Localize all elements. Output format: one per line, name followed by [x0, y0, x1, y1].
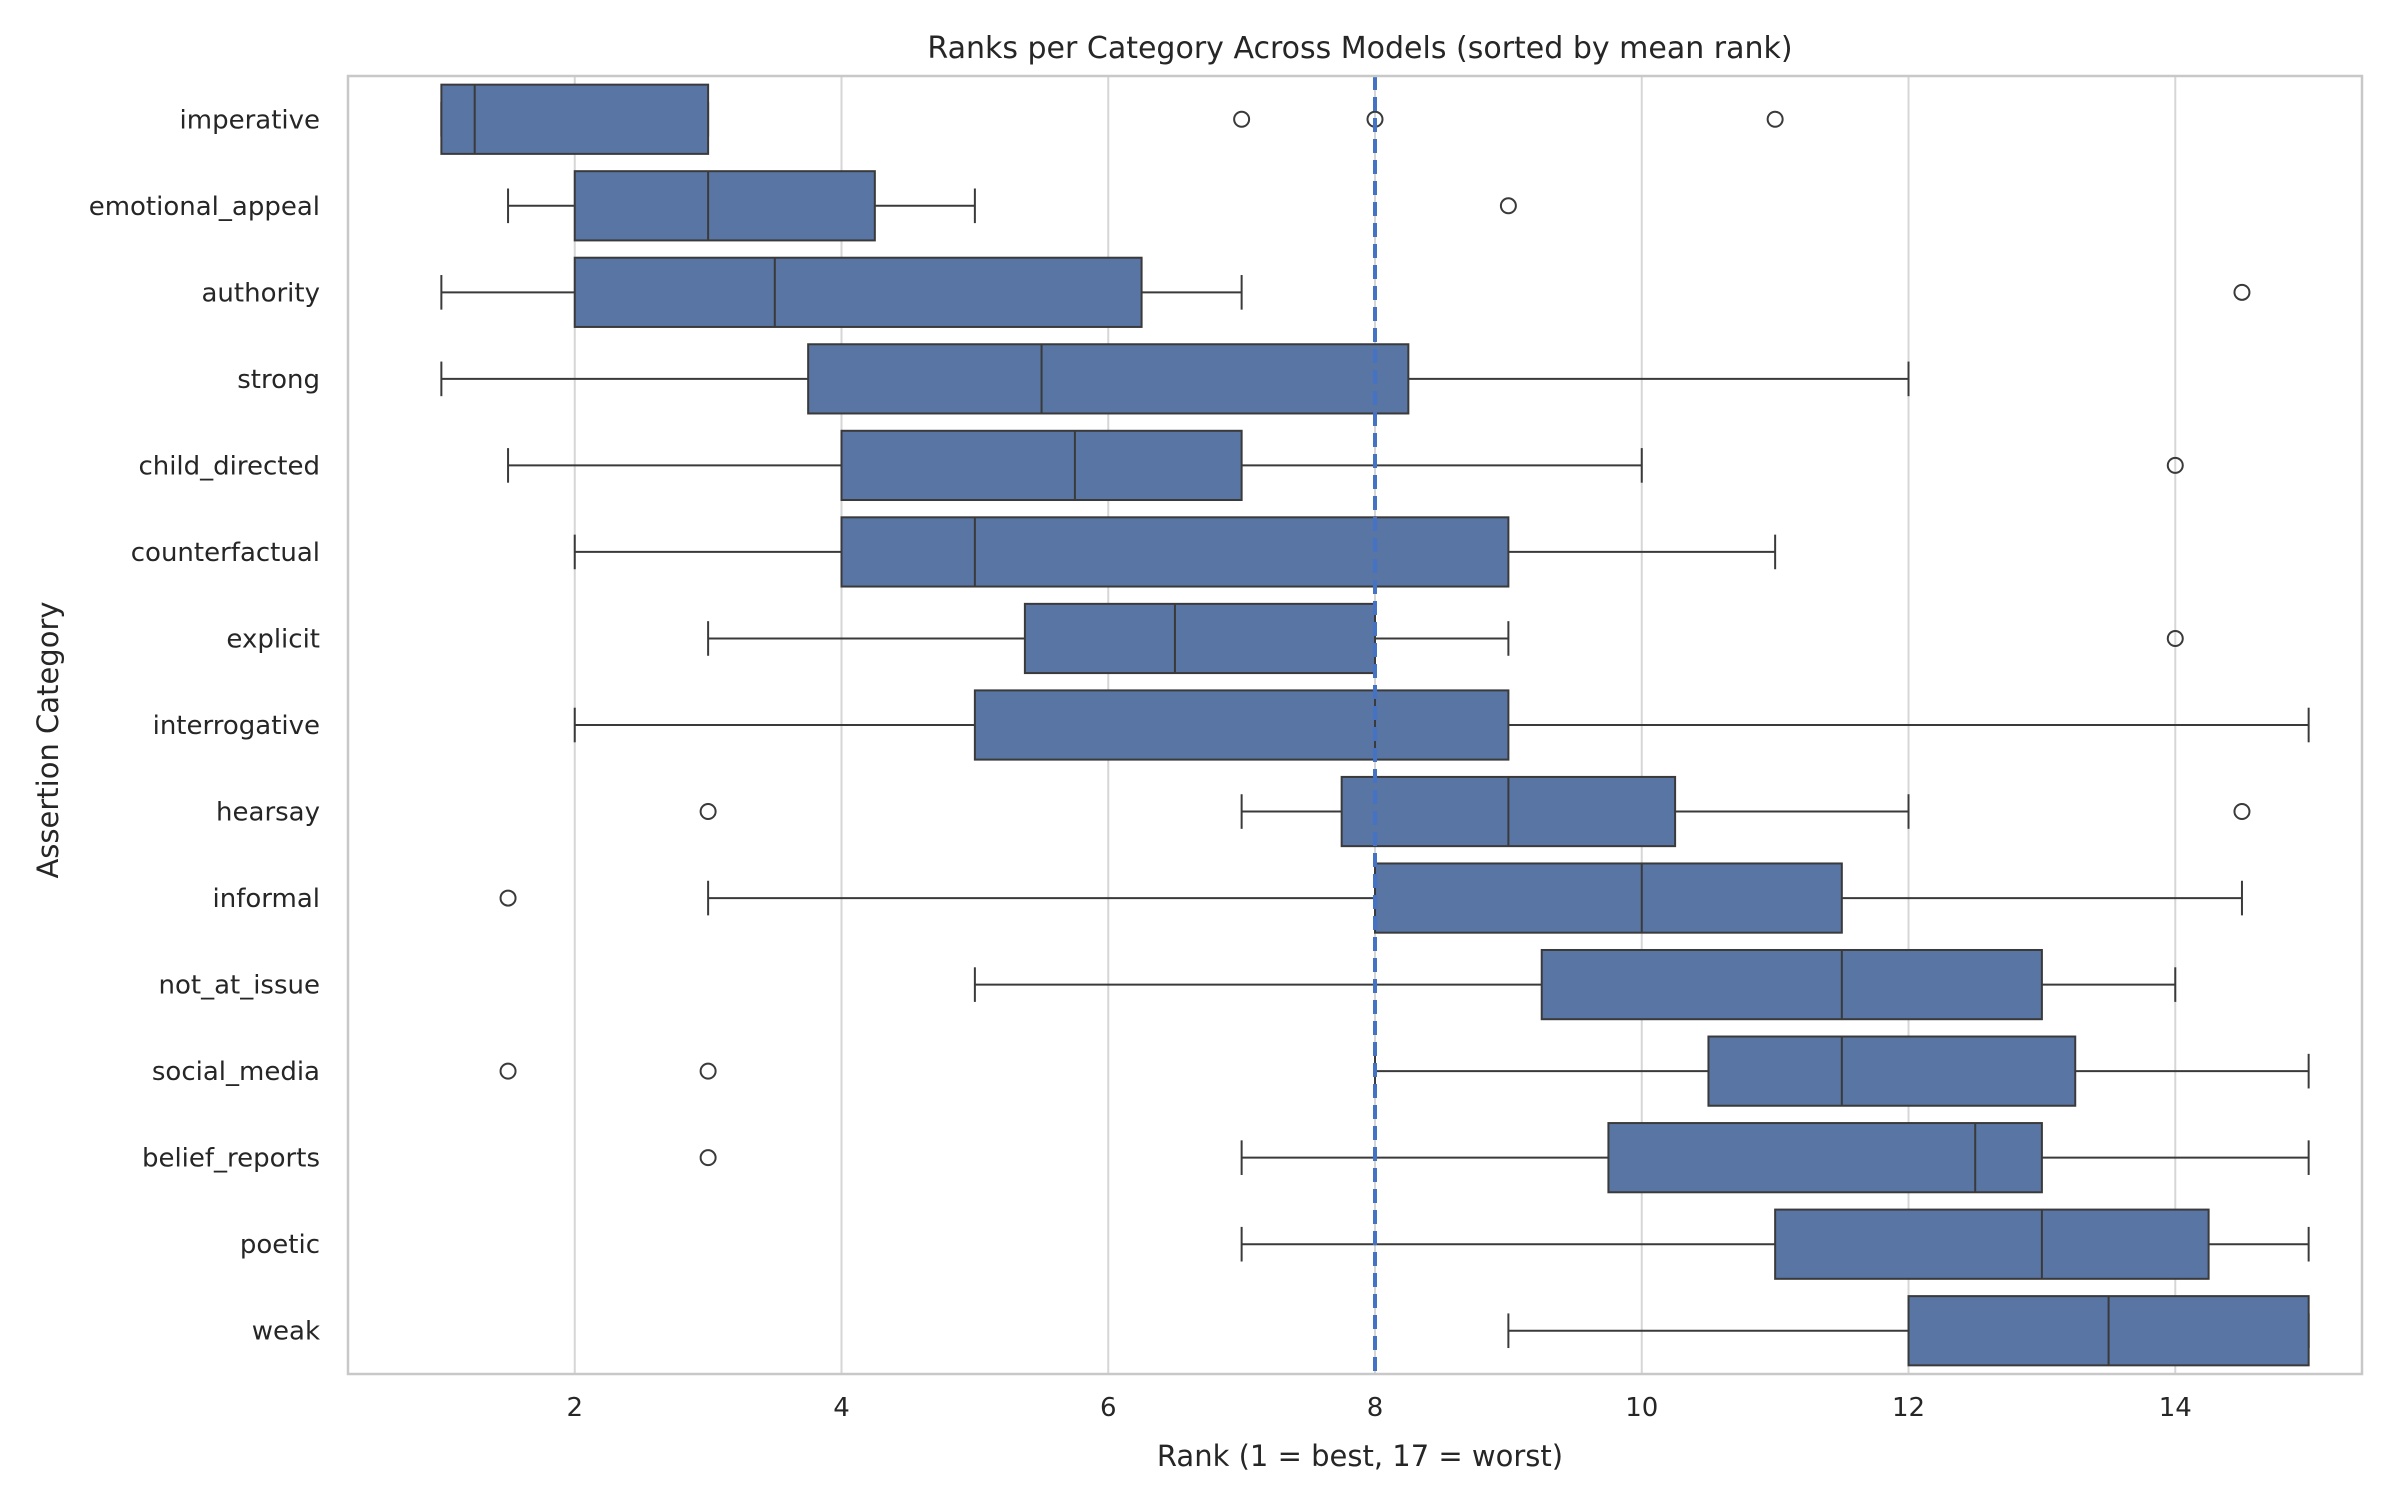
box-iqr: [1607, 1122, 2043, 1194]
box-belief-reports: [699, 1122, 2310, 1194]
y-tick-labels: imperative emotional_appeal authority stron…: [89, 105, 321, 1347]
x-axis-label: Rank (1 = best, 17 = worst): [1157, 1439, 1563, 1473]
box-social-media: [499, 1035, 2310, 1107]
box-not-at-issue: [973, 948, 2177, 1021]
outlier-point: [2166, 629, 2184, 647]
box-hearsay: [699, 775, 2251, 848]
outlier-point: [2166, 456, 2184, 474]
x-tick-label: 10: [1625, 1393, 1658, 1423]
box-weak: [1507, 1295, 2310, 1367]
box-iqr: [973, 689, 1510, 761]
y-tick-label: not_at_issue: [159, 971, 321, 1001]
box-iqr: [1774, 1208, 2210, 1280]
x-tick-label: 6: [1100, 1393, 1117, 1423]
box-explicit: [707, 602, 2184, 675]
outlier-point: [2233, 803, 2251, 821]
outlier-point: [1499, 197, 1517, 215]
y-tick-label: imperative: [180, 105, 320, 135]
y-tick-label: strong: [237, 365, 320, 395]
y-tick-label: social_media: [152, 1057, 320, 1087]
box-imperative: [440, 83, 1784, 155]
x-tick-label: 12: [1892, 1393, 1925, 1423]
box-iqr: [807, 343, 1410, 415]
outlier-point: [2233, 283, 2251, 301]
outlier-point: [499, 1062, 517, 1080]
y-tick-label: weak: [252, 1317, 320, 1347]
box-iqr: [1707, 1035, 2077, 1107]
box-iqr: [440, 83, 710, 155]
y-tick-label: emotional_appeal: [89, 192, 320, 222]
x-tick-label: 2: [566, 1393, 583, 1423]
y-tick-label: poetic: [240, 1230, 320, 1260]
box-iqr: [1540, 948, 2043, 1021]
box-iqr: [1374, 862, 1843, 934]
x-tick-label: 4: [833, 1393, 850, 1423]
box-counterfactual: [573, 516, 1777, 588]
box-series: [440, 83, 2310, 1367]
y-tick-label: explicit: [226, 624, 320, 654]
y-tick-label: belief_reports: [142, 1144, 320, 1174]
box-poetic: [1240, 1208, 2310, 1280]
x-tick-label: 14: [2159, 1393, 2192, 1423]
outlier-point: [499, 889, 517, 907]
box-iqr: [1023, 602, 1377, 675]
box-strong: [440, 343, 1910, 415]
x-tick-label: 8: [1367, 1393, 1384, 1423]
box-iqr: [840, 429, 1243, 502]
box-iqr: [840, 516, 1510, 588]
outlier-point: [699, 1062, 717, 1080]
y-tick-label: informal: [213, 884, 320, 914]
outlier-point: [699, 1149, 717, 1167]
y-axis-label: Assertion Category: [31, 601, 65, 878]
outlier-point: [1766, 110, 1784, 128]
y-tick-label: counterfactual: [131, 538, 320, 568]
box-iqr: [573, 256, 1143, 328]
box-iqr: [573, 170, 876, 242]
chart-title: Ranks per Category Across Models (sorted…: [927, 31, 1792, 66]
x-tick-labels: 2 4 6 8 10 12 14: [566, 1393, 2191, 1423]
box-informal: [499, 862, 2243, 934]
box-emotional-appeal: [507, 170, 1517, 242]
y-tick-label: interrogative: [153, 711, 320, 741]
y-tick-label: authority: [202, 278, 321, 308]
box-child-directed: [507, 429, 2184, 502]
box-interrogative: [573, 689, 2310, 761]
plot-frame: [346, 74, 2364, 1376]
y-tick-label: hearsay: [216, 798, 320, 828]
y-tick-label: child_directed: [138, 451, 320, 481]
box-authority: [440, 256, 2251, 328]
outlier-point: [699, 803, 717, 821]
outlier-point: [1233, 110, 1251, 128]
